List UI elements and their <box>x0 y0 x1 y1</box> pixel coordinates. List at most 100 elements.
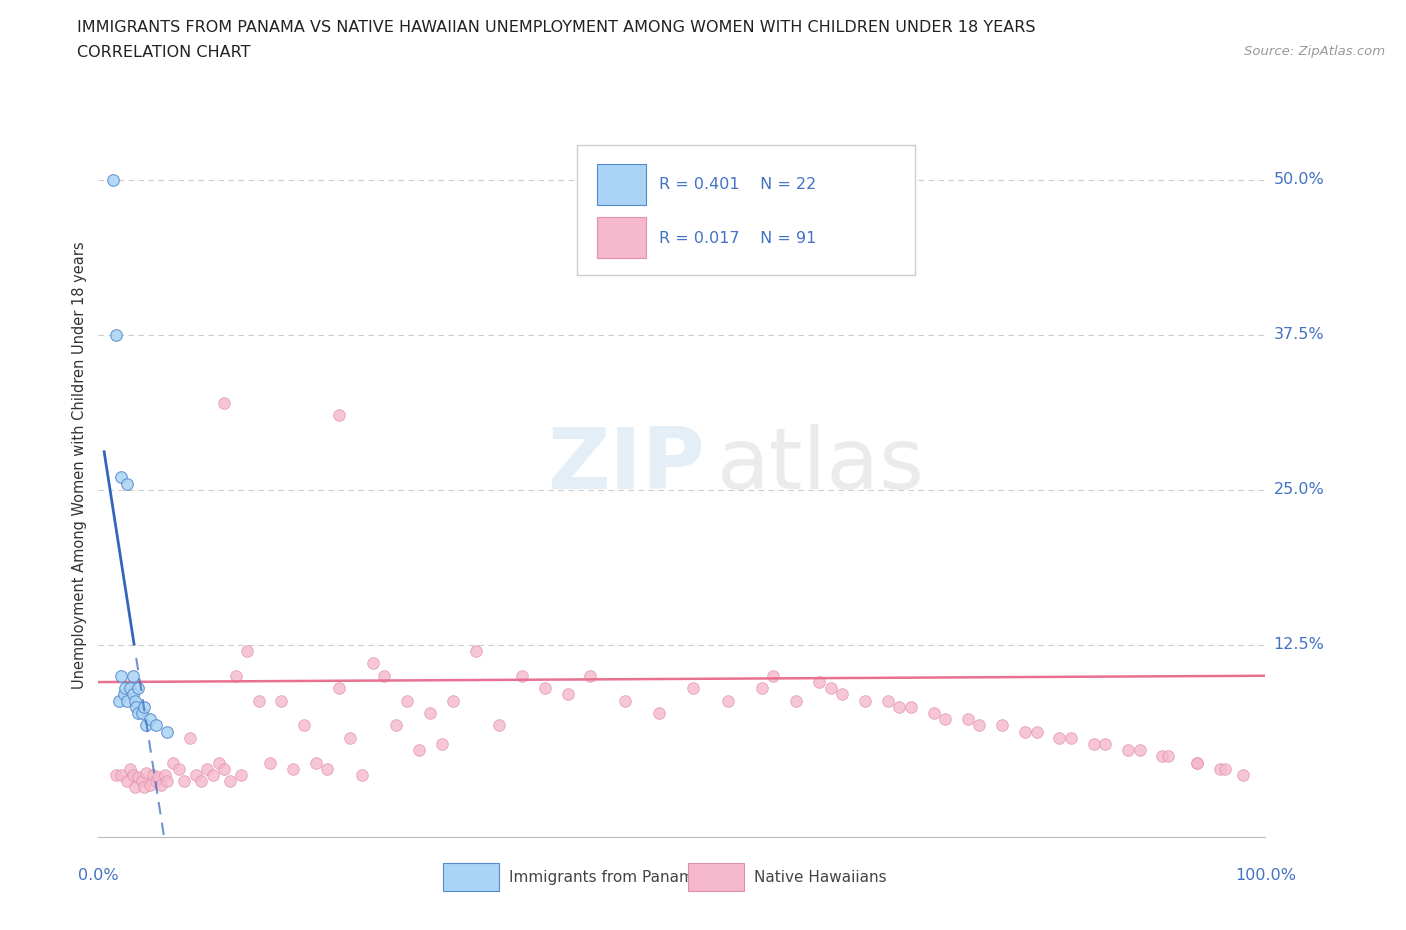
Text: atlas: atlas <box>717 423 925 507</box>
Point <box>876 693 898 708</box>
Point <box>214 762 236 777</box>
Point <box>328 408 350 423</box>
Point <box>184 767 207 782</box>
Point <box>120 681 142 696</box>
Point <box>510 669 533 684</box>
Point <box>114 681 136 696</box>
Point <box>121 767 143 782</box>
Point <box>142 767 165 782</box>
Point <box>292 718 315 733</box>
Point <box>441 693 464 708</box>
Point <box>104 327 127 342</box>
Point <box>339 730 361 745</box>
Text: R = 0.401    N = 22: R = 0.401 N = 22 <box>658 177 815 192</box>
Point <box>717 693 740 708</box>
Point <box>156 774 179 789</box>
Point <box>533 681 555 696</box>
Point <box>991 718 1014 733</box>
Point <box>127 706 149 721</box>
Point <box>408 743 430 758</box>
Point <box>1157 749 1180 764</box>
Text: 0.0%: 0.0% <box>79 868 118 883</box>
Point <box>108 693 131 708</box>
Point <box>1152 749 1174 764</box>
Point <box>127 681 149 696</box>
Point <box>762 669 785 684</box>
Point <box>115 693 138 708</box>
Point <box>104 767 127 782</box>
Point <box>922 706 945 721</box>
Point <box>785 693 807 708</box>
Bar <box>443 863 499 891</box>
Point <box>112 687 135 702</box>
Point <box>385 718 408 733</box>
Point <box>396 693 419 708</box>
Point <box>1215 762 1237 777</box>
Point <box>1025 724 1047 739</box>
Point <box>579 669 602 684</box>
Point <box>1116 743 1139 758</box>
Bar <box>596 164 645 205</box>
Point <box>831 687 853 702</box>
Text: R = 0.017    N = 91: R = 0.017 N = 91 <box>658 231 815 246</box>
Point <box>167 762 190 777</box>
Point <box>1185 755 1208 770</box>
Point <box>153 767 176 782</box>
Point <box>190 774 212 789</box>
Point <box>557 687 579 702</box>
Point <box>1128 743 1150 758</box>
Point <box>139 777 162 792</box>
Point <box>219 774 242 789</box>
Point <box>430 737 453 751</box>
Point <box>131 706 153 721</box>
Point <box>173 774 195 789</box>
Point <box>956 711 979 726</box>
Point <box>820 681 842 696</box>
Point <box>139 711 162 726</box>
Point <box>110 767 132 782</box>
Point <box>889 699 911 714</box>
Point <box>1094 737 1116 751</box>
Point <box>1232 767 1254 782</box>
Point <box>201 767 224 782</box>
Point <box>110 470 132 485</box>
Text: ZIP: ZIP <box>547 423 706 507</box>
Point <box>682 681 704 696</box>
Point <box>134 699 156 714</box>
Point <box>270 693 292 708</box>
Point <box>124 693 146 708</box>
Point <box>1014 724 1036 739</box>
Point <box>120 762 142 777</box>
Y-axis label: Unemployment Among Women with Children Under 18 years: Unemployment Among Women with Children U… <box>72 241 87 689</box>
Point <box>131 774 153 789</box>
Point <box>236 644 259 658</box>
Point <box>225 669 247 684</box>
Point <box>127 770 149 785</box>
Point <box>465 644 488 658</box>
Point <box>214 395 236 410</box>
Text: 100.0%: 100.0% <box>1234 868 1296 883</box>
Point <box>1185 755 1208 770</box>
Text: CORRELATION CHART: CORRELATION CHART <box>77 45 250 60</box>
Point <box>247 693 270 708</box>
Point <box>316 762 339 777</box>
Point <box>259 755 281 770</box>
Point <box>808 674 831 689</box>
Point <box>135 718 157 733</box>
Text: 12.5%: 12.5% <box>1274 637 1324 652</box>
Text: 37.5%: 37.5% <box>1274 327 1324 342</box>
Point <box>934 711 956 726</box>
Point <box>305 755 328 770</box>
Text: 25.0%: 25.0% <box>1274 483 1324 498</box>
Point <box>1049 730 1071 745</box>
Point <box>1060 730 1083 745</box>
Point <box>231 767 253 782</box>
Point <box>648 706 671 721</box>
Point <box>156 724 179 739</box>
Point <box>145 718 167 733</box>
Point <box>146 770 169 785</box>
Point <box>115 774 138 789</box>
Point <box>751 681 773 696</box>
Point <box>195 762 218 777</box>
Text: Immigrants from Panama: Immigrants from Panama <box>509 870 703 884</box>
